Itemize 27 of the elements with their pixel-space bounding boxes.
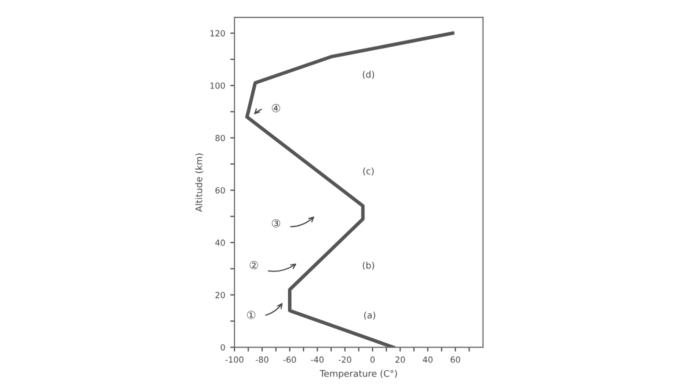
y-tick-label: 20 bbox=[215, 292, 225, 298]
y-tick-label: 80 bbox=[215, 134, 225, 142]
x-axis-title: Temperature (C°) bbox=[320, 370, 397, 379]
x-tick-label: -20 bbox=[338, 356, 352, 363]
annotation: ④ bbox=[272, 104, 280, 112]
annotation: ① bbox=[246, 310, 256, 320]
y-tick-label: 60 bbox=[215, 187, 225, 194]
y-tick-label: 120 bbox=[210, 30, 225, 36]
x-tick-label: 40 bbox=[422, 356, 433, 363]
y-tick-label: 0 bbox=[220, 344, 225, 351]
x-tick-label: 60 bbox=[450, 356, 460, 363]
x-tick-label: -40 bbox=[310, 356, 324, 363]
annotation: (c) bbox=[363, 167, 374, 176]
y-axis-title: Altitude (km) bbox=[195, 154, 204, 212]
y-tick-label: 40 bbox=[215, 240, 225, 246]
x-tick-label: 0 bbox=[370, 356, 375, 363]
annotation: (a) bbox=[364, 312, 376, 320]
x-tick-label: -60 bbox=[283, 356, 296, 363]
x-tick-label: 20 bbox=[395, 356, 405, 363]
x-tick-label: -80 bbox=[256, 356, 268, 363]
annotation: (d) bbox=[362, 70, 374, 79]
line-series bbox=[245, 31, 454, 348]
annotation: (b) bbox=[362, 262, 374, 270]
annotation: ③ bbox=[272, 219, 280, 228]
annotation: ② bbox=[250, 260, 258, 270]
x-tick-label: -100 bbox=[225, 356, 244, 363]
y-tick-label: 100 bbox=[210, 82, 225, 89]
